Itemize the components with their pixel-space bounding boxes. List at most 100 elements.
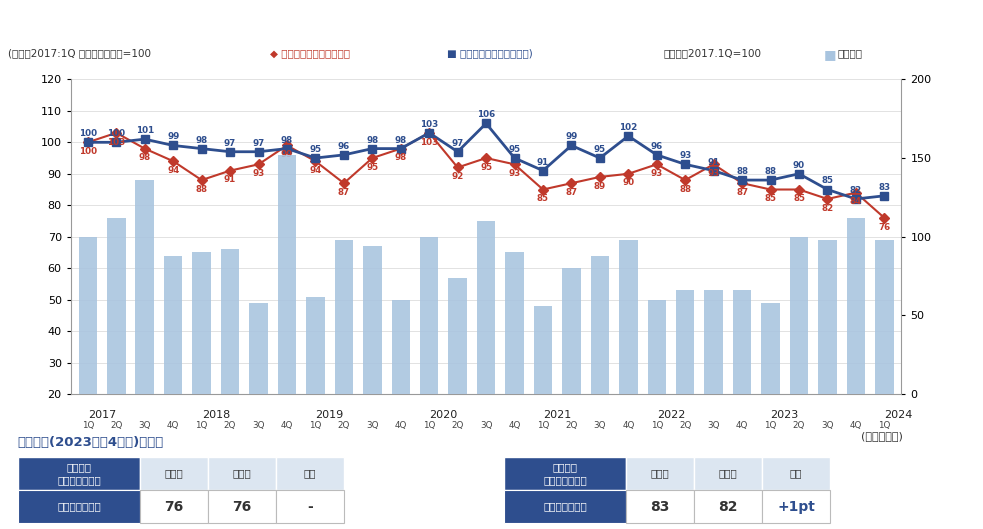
Text: 91: 91 [708,158,720,167]
Text: 95: 95 [508,145,521,154]
Text: 平均銷售
表面投資報酬率: 平均銷售 表面投資報酬率 [544,462,587,485]
Text: 2Q: 2Q [565,421,578,430]
Text: ■ 平均銷出表面投資報酬率): ■ 平均銷出表面投資報酬率) [447,49,533,59]
Text: 98: 98 [281,135,293,144]
Text: 上一季: 上一季 [719,469,737,479]
Text: 4Q: 4Q [736,421,748,430]
Text: 85: 85 [822,177,834,186]
Text: 99: 99 [281,150,293,159]
Text: 4Q: 4Q [394,421,407,430]
Text: 91: 91 [224,175,236,184]
Text: 2024: 2024 [885,410,913,420]
Bar [250,303,267,394]
Text: 82: 82 [719,499,738,514]
Bar [705,290,723,394]
Text: 100: 100 [79,129,97,138]
Bar [193,252,211,394]
Text: 平均成交
表面投資報酬率: 平均成交 表面投資報酬率 [57,462,101,485]
Text: 2Q: 2Q [110,421,123,430]
Bar [818,240,837,394]
Text: 76: 76 [878,223,891,232]
Bar [846,218,865,394]
Bar [278,155,296,394]
Text: 1Q: 1Q [537,421,549,430]
Text: ◆ 平均成交表面投資報酬率: ◆ 平均成交表面投資報酬率 [270,49,350,59]
Text: 98: 98 [139,153,150,162]
Text: (年度・季度): (年度・季度) [860,431,902,441]
Text: 88: 88 [679,185,691,194]
Text: 87: 87 [565,188,577,197]
Bar [676,290,694,394]
Text: 成交量）: 成交量） [838,49,862,59]
Text: （指數：2017.1Q=100: （指數：2017.1Q=100 [664,49,762,59]
Text: 4Q: 4Q [167,421,179,430]
Text: 95: 95 [594,145,606,154]
Bar [694,457,762,490]
Text: 88: 88 [736,167,748,176]
Text: 4Q: 4Q [849,421,862,430]
Text: 88: 88 [765,167,777,176]
Text: 97: 97 [451,139,464,148]
Bar [391,299,410,394]
Text: 4Q: 4Q [622,421,634,430]
Text: 2Q: 2Q [793,421,805,430]
Text: 97: 97 [224,139,236,148]
Bar [306,297,324,394]
Text: (指數：2017:1Q 銷售投資報酬率=100: (指數：2017:1Q 銷售投資報酬率=100 [8,49,150,59]
Text: 2018: 2018 [202,410,230,420]
Text: 93: 93 [651,169,663,178]
Text: 83: 83 [651,499,669,514]
Text: -: - [307,499,313,514]
Text: 85: 85 [793,194,805,203]
Text: +1pt: +1pt [778,499,815,514]
Bar [18,490,140,523]
Text: 上一季: 上一季 [233,469,252,479]
Bar [276,490,344,523]
Text: 103: 103 [420,138,438,147]
Text: 3Q: 3Q [480,421,492,430]
Text: 4Q: 4Q [281,421,293,430]
Text: 2021: 2021 [543,410,571,420]
Text: 93: 93 [679,151,691,160]
Bar [448,278,467,394]
Text: 91: 91 [537,158,549,167]
Bar [875,240,894,394]
Bar [136,180,154,394]
Bar [626,457,694,490]
Bar [164,256,183,394]
Text: 2019: 2019 [316,410,344,420]
Bar [562,268,581,394]
Bar [505,252,524,394]
Text: 2Q: 2Q [338,421,350,430]
Bar [504,457,626,490]
Text: 1Q: 1Q [310,421,321,430]
Bar [762,457,830,490]
Text: 94: 94 [167,166,179,175]
Text: 103: 103 [107,138,126,147]
Text: 3Q: 3Q [821,421,834,430]
Bar [334,240,353,394]
Text: 3Q: 3Q [594,421,607,430]
Text: 87: 87 [736,188,748,197]
Text: 100: 100 [107,129,126,138]
Text: 100: 100 [79,147,97,156]
Text: 4Q: 4Q [508,421,521,430]
Text: 97: 97 [253,139,264,148]
Text: 93: 93 [708,169,720,178]
Bar [79,236,97,394]
Text: 2Q: 2Q [679,421,691,430]
Text: 76: 76 [164,499,184,514]
Text: ■: ■ [824,48,837,61]
Text: 表面投資報酬率: 表面投資報酬率 [544,501,587,512]
Text: 99: 99 [167,132,179,141]
Text: 3Q: 3Q [253,421,264,430]
Text: 1Q: 1Q [82,421,94,430]
Text: 85: 85 [765,194,777,203]
Bar [208,457,276,490]
Text: 98: 98 [196,135,207,144]
Text: 92: 92 [451,172,464,181]
Text: 本季度: 本季度 [164,469,184,479]
Text: 2023: 2023 [771,410,799,420]
Text: 87: 87 [338,188,350,197]
Text: 96: 96 [338,142,350,151]
